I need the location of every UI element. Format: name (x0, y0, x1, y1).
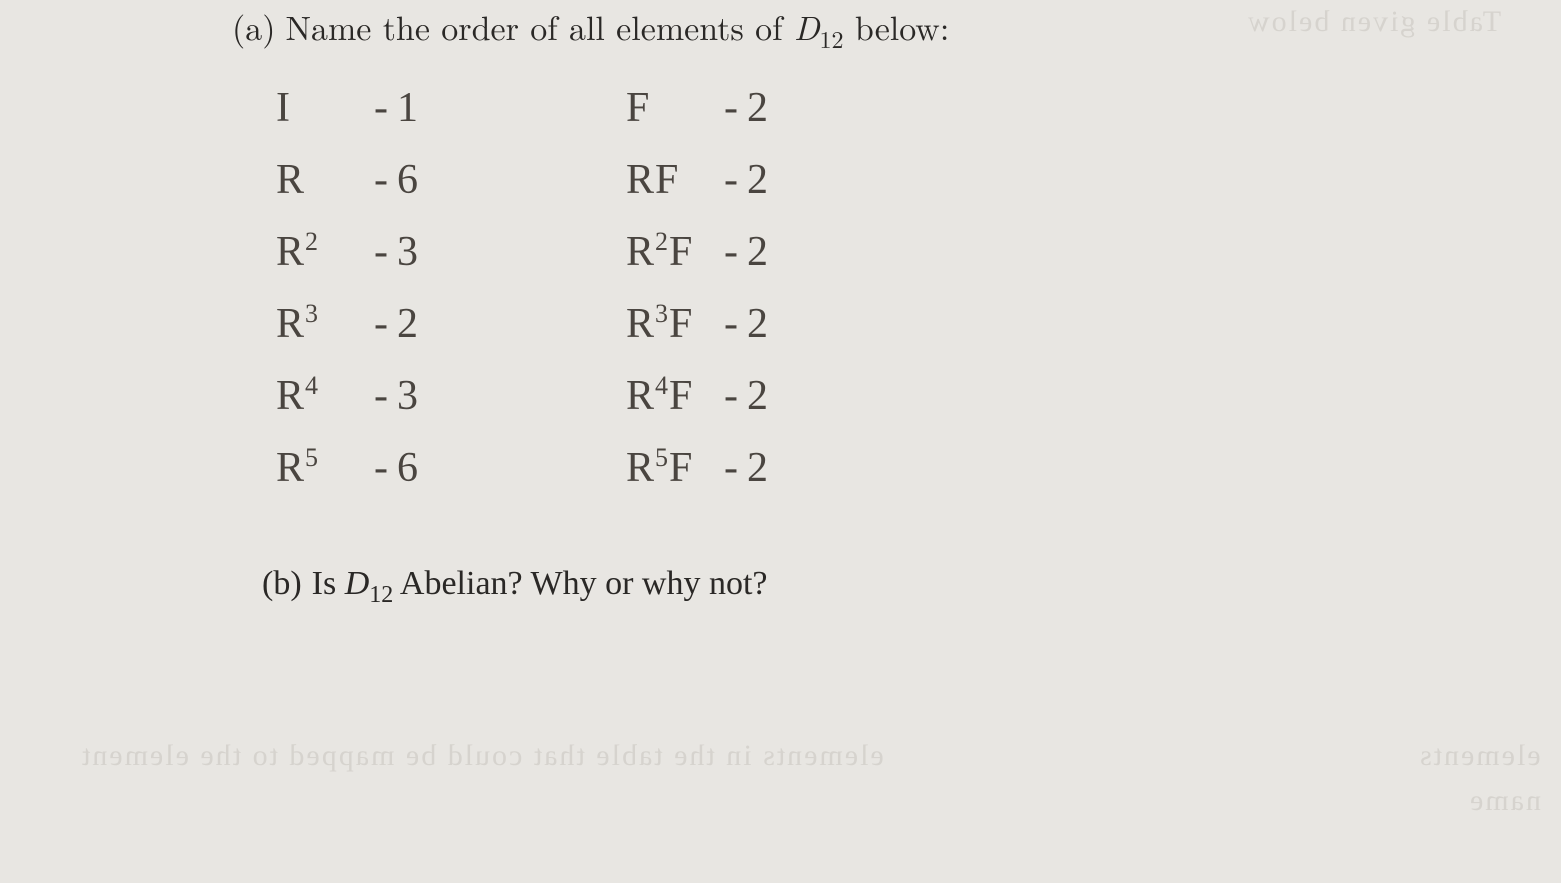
content-area: (a)Name the order of all elements of D12… (232, 0, 1332, 609)
hw-row: F - 2 (626, 73, 976, 145)
question-b-label: (b) (262, 565, 302, 602)
hw-row: R3 - 2 (276, 289, 626, 361)
hw-row: R2 - 3 (276, 217, 626, 289)
ghost-bleedthrough: elements in the table that could be mapp… (80, 739, 884, 773)
question-a-subscript: 12 (820, 21, 844, 55)
question-b-text-before: Is (312, 565, 345, 602)
hw-row: R5 - 6 (276, 433, 626, 505)
handwritten-answers: I - 1 R - 6 R2 - 3 R3 - 2 R4 - 3 (276, 73, 1332, 505)
hw-row: R3F - 2 (626, 289, 976, 361)
question-a-label: (a) (232, 2, 275, 50)
question-b: (b) Is D12 Abelian? Why or why not? (262, 565, 1332, 609)
hw-row: R4F - 2 (626, 361, 976, 433)
right-column: F - 2 RF - 2 R2F - 2 R3F - 2 R4F - (626, 73, 976, 505)
hw-row: R5F - 2 (626, 433, 976, 505)
left-column: I - 1 R - 6 R2 - 3 R3 - 2 R4 - 3 (276, 73, 626, 505)
ghost-bleedthrough: name (1468, 784, 1541, 818)
question-a: (a)Name the order of all elements of D12… (232, 2, 1332, 55)
hw-row: R4 - 3 (276, 361, 626, 433)
question-a-symbol: D (794, 2, 820, 50)
hw-row: RF - 2 (626, 145, 976, 217)
question-b-subscript: 12 (369, 582, 393, 608)
hw-row: R2F - 2 (626, 217, 976, 289)
ghost-bleedthrough: Table given below (1246, 5, 1501, 39)
question-b-text-after: Abelian? Why or why not? (393, 565, 767, 602)
question-a-text-before: Name the order of all elements of (285, 2, 793, 50)
ghost-bleedthrough: elements (1418, 739, 1541, 773)
question-a-text-after: below: (844, 2, 950, 50)
hw-row: R - 6 (276, 145, 626, 217)
question-b-symbol: D (345, 565, 370, 602)
hw-row: I - 1 (276, 73, 626, 145)
